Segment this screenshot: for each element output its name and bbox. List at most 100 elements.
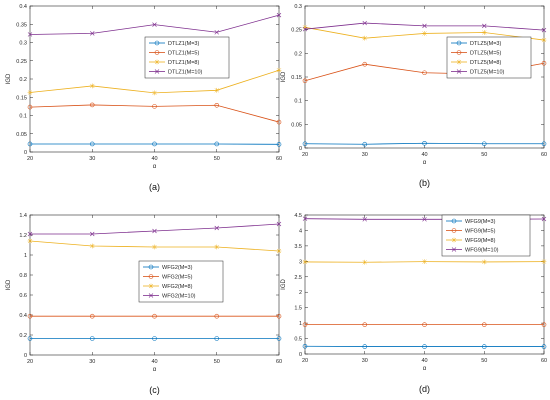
data-point — [541, 27, 547, 33]
legend-marker — [456, 69, 462, 74]
data-point — [362, 61, 368, 67]
data-point — [152, 141, 157, 147]
data-point — [362, 259, 368, 265]
data-point — [89, 243, 95, 249]
legend-label: WFG9(M=10) — [465, 248, 499, 254]
data-point — [214, 30, 219, 35]
data-point — [276, 142, 282, 147]
y-tick-label: 1 — [299, 321, 302, 327]
legend-marker — [451, 237, 457, 243]
data-point — [481, 344, 487, 349]
x-tick-label: 50 — [481, 358, 487, 364]
data-point — [422, 322, 427, 327]
data-point — [27, 336, 33, 341]
legend-label: DTLZ1(M=10) — [168, 70, 203, 76]
y-tick-label: 0.35 — [16, 22, 27, 28]
data-point — [362, 217, 367, 222]
y-tick-label: 3.5 — [294, 244, 302, 250]
data-point — [541, 322, 547, 327]
data-point — [481, 259, 487, 265]
x-tick-label: 30 — [362, 152, 368, 158]
y-tick-label: 1.2 — [19, 233, 27, 239]
data-point — [90, 31, 95, 36]
data-point — [152, 90, 157, 96]
legend-marker — [154, 50, 160, 55]
legend-label: DTLZ5(M=5) — [470, 51, 501, 57]
data-point — [27, 313, 33, 319]
data-point — [214, 141, 220, 147]
legend-marker — [148, 283, 154, 289]
legend-label: DTLZ1(M=3) — [168, 41, 199, 47]
data-point — [362, 141, 368, 147]
data-point — [302, 322, 308, 327]
y-tick-label: 0.1 — [19, 114, 27, 120]
legend-label: DTLZ1(M=8) — [168, 60, 199, 66]
data-point — [27, 231, 33, 237]
data-point — [481, 322, 487, 327]
x-tick-label: 20 — [27, 156, 33, 162]
x-tick-label: 40 — [421, 152, 427, 158]
legend-label: WFG2(M=5) — [162, 275, 193, 281]
data-point — [214, 87, 220, 93]
data-point — [302, 24, 308, 30]
legend-marker — [456, 59, 462, 65]
y-tick-label: 0.1 — [294, 99, 302, 105]
data-point — [89, 313, 95, 319]
y-tick-label: 0.2 — [19, 333, 27, 339]
data-point — [27, 141, 33, 147]
panel-caption: (d) — [419, 384, 430, 394]
legend-marker — [451, 247, 457, 252]
data-point — [214, 102, 220, 108]
legend-item: WFG9(M=8) — [446, 237, 496, 244]
y-tick-label: 0.3 — [294, 4, 302, 10]
legend-item: DTLZ5(M=8) — [451, 59, 501, 66]
y-tick-label: 0.4 — [19, 4, 27, 10]
legend-marker — [451, 218, 457, 224]
x-axis-label: α — [153, 367, 157, 373]
data-point — [481, 141, 487, 147]
y-tick-label: 0 — [24, 150, 27, 156]
data-point — [152, 228, 157, 234]
data-point — [276, 248, 282, 254]
plot-area-frame — [29, 5, 280, 153]
x-tick-label: 20 — [302, 152, 308, 158]
data-point — [302, 343, 308, 349]
y-tick-label: 0.6 — [19, 293, 27, 299]
data-point — [152, 313, 157, 319]
y-tick-label: 0.2 — [294, 51, 302, 57]
panel-caption: (b) — [419, 178, 430, 188]
legend-marker — [451, 228, 457, 233]
data-point — [422, 217, 427, 222]
x-tick-label: 60 — [276, 156, 282, 162]
legend-item: DTLZ1(M=10) — [149, 69, 203, 76]
series-line-2 — [29, 104, 280, 123]
chart-panel-4: 0 0.5 1 1.5 2 2.5 3 3.5 4 4.5 20 30 40 50 60 α IGD (d) WFG… — [281, 213, 547, 394]
legend-marker — [148, 293, 154, 298]
legend-marker — [456, 40, 462, 46]
panel-caption: (a) — [149, 182, 160, 192]
panel-caption: (c) — [149, 385, 160, 395]
data-point — [541, 344, 547, 349]
data-point — [89, 83, 95, 89]
data-point — [541, 259, 547, 265]
chart-panel-2: 0 0.05 0.1 0.15 0.2 0.25 0.3 20 30 40 50 60 α IGD (b) D… — [281, 4, 547, 188]
data-point — [152, 22, 157, 27]
x-tick-label: 30 — [362, 358, 368, 364]
data-point — [214, 225, 219, 231]
legend-label: DTLZ5(M=8) — [470, 60, 501, 66]
data-point — [302, 26, 308, 32]
legend-item: WFG2(M=5) — [143, 274, 193, 281]
data-point — [214, 313, 220, 319]
data-point — [422, 344, 427, 349]
data-point — [214, 336, 220, 341]
data-point — [422, 140, 427, 146]
y-tick-label: 0.25 — [16, 59, 27, 65]
legend-marker — [154, 40, 160, 46]
series-line-1 — [304, 142, 544, 145]
y-tick-label: 0.15 — [291, 75, 302, 81]
data-point — [362, 35, 368, 41]
legend-item: DTLZ1(M=8) — [149, 59, 199, 66]
y-tick-label: 0.05 — [291, 122, 302, 128]
data-point — [302, 141, 308, 147]
x-axis-label: α — [423, 366, 427, 372]
